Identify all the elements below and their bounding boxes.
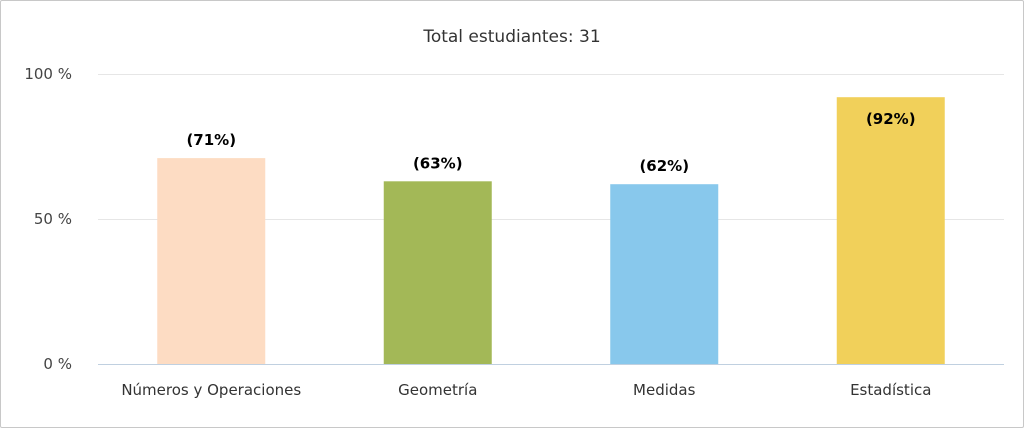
data-label: (92%) [866,110,916,128]
y-axis-ticks: 0 % 50 % 100 % [24,65,72,373]
y-tick-label: 0 % [43,355,72,373]
x-axis-ticks: Números y Operaciones Geometría Medidas Est… [121,381,931,399]
data-labels: (71%) (63%) (62%) (92%) [186,110,915,175]
x-tick-label: Números y Operaciones [121,381,301,399]
y-tick-label: 50 % [34,210,72,228]
bars [157,97,945,364]
data-label: (62%) [639,157,689,175]
chart-title: Total estudiantes: 31 [422,27,600,47]
bar[interactable] [157,158,266,364]
bar[interactable] [610,184,719,364]
y-tick-label: 100 % [24,65,72,83]
bar[interactable] [836,97,945,364]
x-tick-label: Medidas [633,381,696,399]
x-tick-label: Estadística [850,381,931,399]
bar[interactable] [383,181,492,364]
data-label: (63%) [413,154,463,172]
x-tick-label: Geometría [398,381,477,399]
data-label: (71%) [186,131,236,149]
